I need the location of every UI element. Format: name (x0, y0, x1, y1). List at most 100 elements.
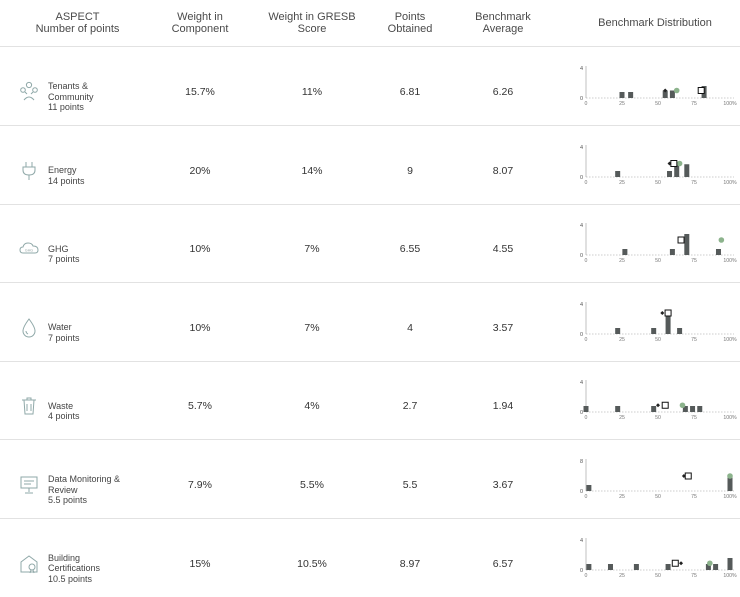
x-tick-label: 100% (723, 180, 737, 186)
table-row: Data Monitoring & Review 5.5 points 7.9% 5.5… (0, 440, 740, 519)
aspect-points: 7 points (48, 332, 80, 343)
aspect-points: 10.5 points (48, 573, 93, 584)
x-tick-label: 25 (619, 101, 625, 107)
distribution-column-header: Benchmark Distribution (580, 0, 730, 46)
y-tick-label: 0 (580, 489, 583, 495)
x-tick-label: 25 (619, 258, 625, 264)
table-header: ASPECT Number of points Weight in Compon… (0, 0, 740, 47)
weight-component-column-header: Weight in Component (155, 0, 245, 46)
weight-gresb-value: 10.5% (297, 557, 327, 570)
benchmark-header-line1: Benchmark (475, 11, 531, 23)
peer-marker (667, 161, 672, 166)
weight-component-value: 10% (189, 243, 211, 256)
weight-gresb-value: 4% (304, 400, 320, 413)
entity-score-marker (661, 402, 669, 410)
benchmark-average-marker (707, 560, 713, 566)
y-tick-label: 4 (580, 66, 583, 72)
weight-component-value: 7.9% (188, 479, 212, 491)
histogram-bar (727, 557, 733, 570)
x-tick-label: 50 (655, 415, 661, 421)
x-tick-label: 75 (691, 415, 697, 421)
weight-gresb-header-line2: Score (297, 23, 327, 35)
histogram-bar (684, 163, 690, 177)
histogram-bar (727, 477, 733, 491)
histogram-bar (684, 234, 690, 256)
weight-gresb-header-line1: Weight in GRESB (268, 11, 356, 23)
x-tick-label: 25 (619, 337, 625, 343)
x-tick-label: 25 (619, 180, 625, 186)
histogram-bar (667, 170, 673, 177)
weight-gresb-value: 11% (301, 86, 323, 98)
histogram-bar (586, 563, 592, 570)
y-tick-label: 0 (580, 410, 583, 416)
benchmark-average-value: 3.57 (492, 321, 514, 334)
y-tick-label: 4 (580, 380, 583, 386)
y-tick-label: 4 (580, 538, 583, 544)
benchmark-average-value: 4.55 (492, 243, 514, 256)
x-tick-label: 100% (723, 415, 737, 421)
x-tick-label: 50 (655, 494, 661, 500)
weight-gresb-column-header: Weight in GRESB Score (262, 0, 362, 46)
table-row: GHG GHG 7 points 10% 7% 6.55 4.55 0 4 0 25 50 75 100% (0, 204, 740, 284)
benchmark-average-column-header: Benchmark Average (458, 0, 548, 46)
x-tick-label: 0 (585, 180, 588, 186)
x-tick-label: 75 (691, 337, 697, 343)
x-tick-label: 100% (723, 101, 737, 107)
x-tick-label: 0 (585, 573, 588, 579)
histogram-bar (705, 563, 711, 570)
weight-component-value: 10% (189, 321, 211, 334)
histogram-bar (583, 406, 589, 413)
x-tick-label: 100% (723, 258, 737, 264)
x-tick-label: 50 (655, 573, 661, 579)
entity-score-marker (671, 559, 679, 567)
aspect-name: Community (48, 91, 94, 102)
aspect-points: 11 points (48, 102, 84, 113)
aspect-points: 4 points (48, 411, 80, 422)
x-tick-label: 0 (585, 415, 588, 421)
entity-score-marker (664, 309, 672, 317)
histogram-bar (713, 563, 719, 570)
monitor-board-icon (18, 473, 40, 495)
histogram-bar (628, 92, 634, 98)
x-tick-label: 0 (585, 258, 588, 264)
aspect-label: Tenants & Community 11 points (48, 81, 94, 113)
benchmark-average-value: 6.57 (492, 557, 514, 570)
benchmark-average-marker (679, 402, 686, 409)
aspect-label: Waste 4 points (48, 401, 80, 422)
y-tick-label: 0 (580, 332, 583, 338)
benchmark-average-marker (727, 473, 733, 479)
benchmark-header-line2: Average (482, 23, 524, 35)
x-tick-label: 75 (691, 494, 697, 500)
histogram-bar (619, 92, 625, 98)
x-tick-label: 100% (723, 337, 737, 343)
points-obtained-value: 8.97 (399, 557, 421, 570)
histogram-bar (715, 249, 721, 256)
x-tick-label: 25 (619, 415, 625, 421)
x-tick-label: 75 (691, 573, 697, 579)
x-tick-label: 75 (691, 180, 697, 186)
x-tick-label: 25 (619, 494, 625, 500)
y-tick-label: 0 (580, 96, 583, 102)
aspect-points: 7 points (48, 254, 80, 265)
aspect-label: GHG 7 points (48, 244, 80, 265)
cloud-ghg-icon: GHG (18, 237, 40, 259)
weight-component-value: 20% (189, 164, 211, 177)
histogram-bar (682, 406, 688, 413)
weight-gresb-value: 7% (304, 243, 320, 256)
x-tick-label: 50 (655, 337, 661, 343)
histogram-bar (607, 563, 613, 570)
weight-component-value: 5.7% (188, 400, 212, 413)
benchmark-average-marker (673, 87, 680, 94)
points-obtained-value: 5.5 (402, 479, 418, 491)
histogram-bar (633, 563, 639, 570)
benchmark-distribution-chart: 0 4 0 25 50 75 100% (580, 380, 737, 421)
x-tick-label: 0 (585, 101, 588, 107)
weight-component-value: 15% (189, 557, 211, 570)
aspect-label: Energy 14 points (48, 165, 85, 186)
x-tick-label: 0 (585, 494, 588, 500)
y-tick-label: 4 (580, 145, 583, 151)
histogram-bar (690, 406, 696, 413)
histogram-bar (651, 327, 657, 334)
benchmark-average-value: 8.07 (492, 164, 514, 177)
y-tick-label: 4 (580, 223, 583, 229)
